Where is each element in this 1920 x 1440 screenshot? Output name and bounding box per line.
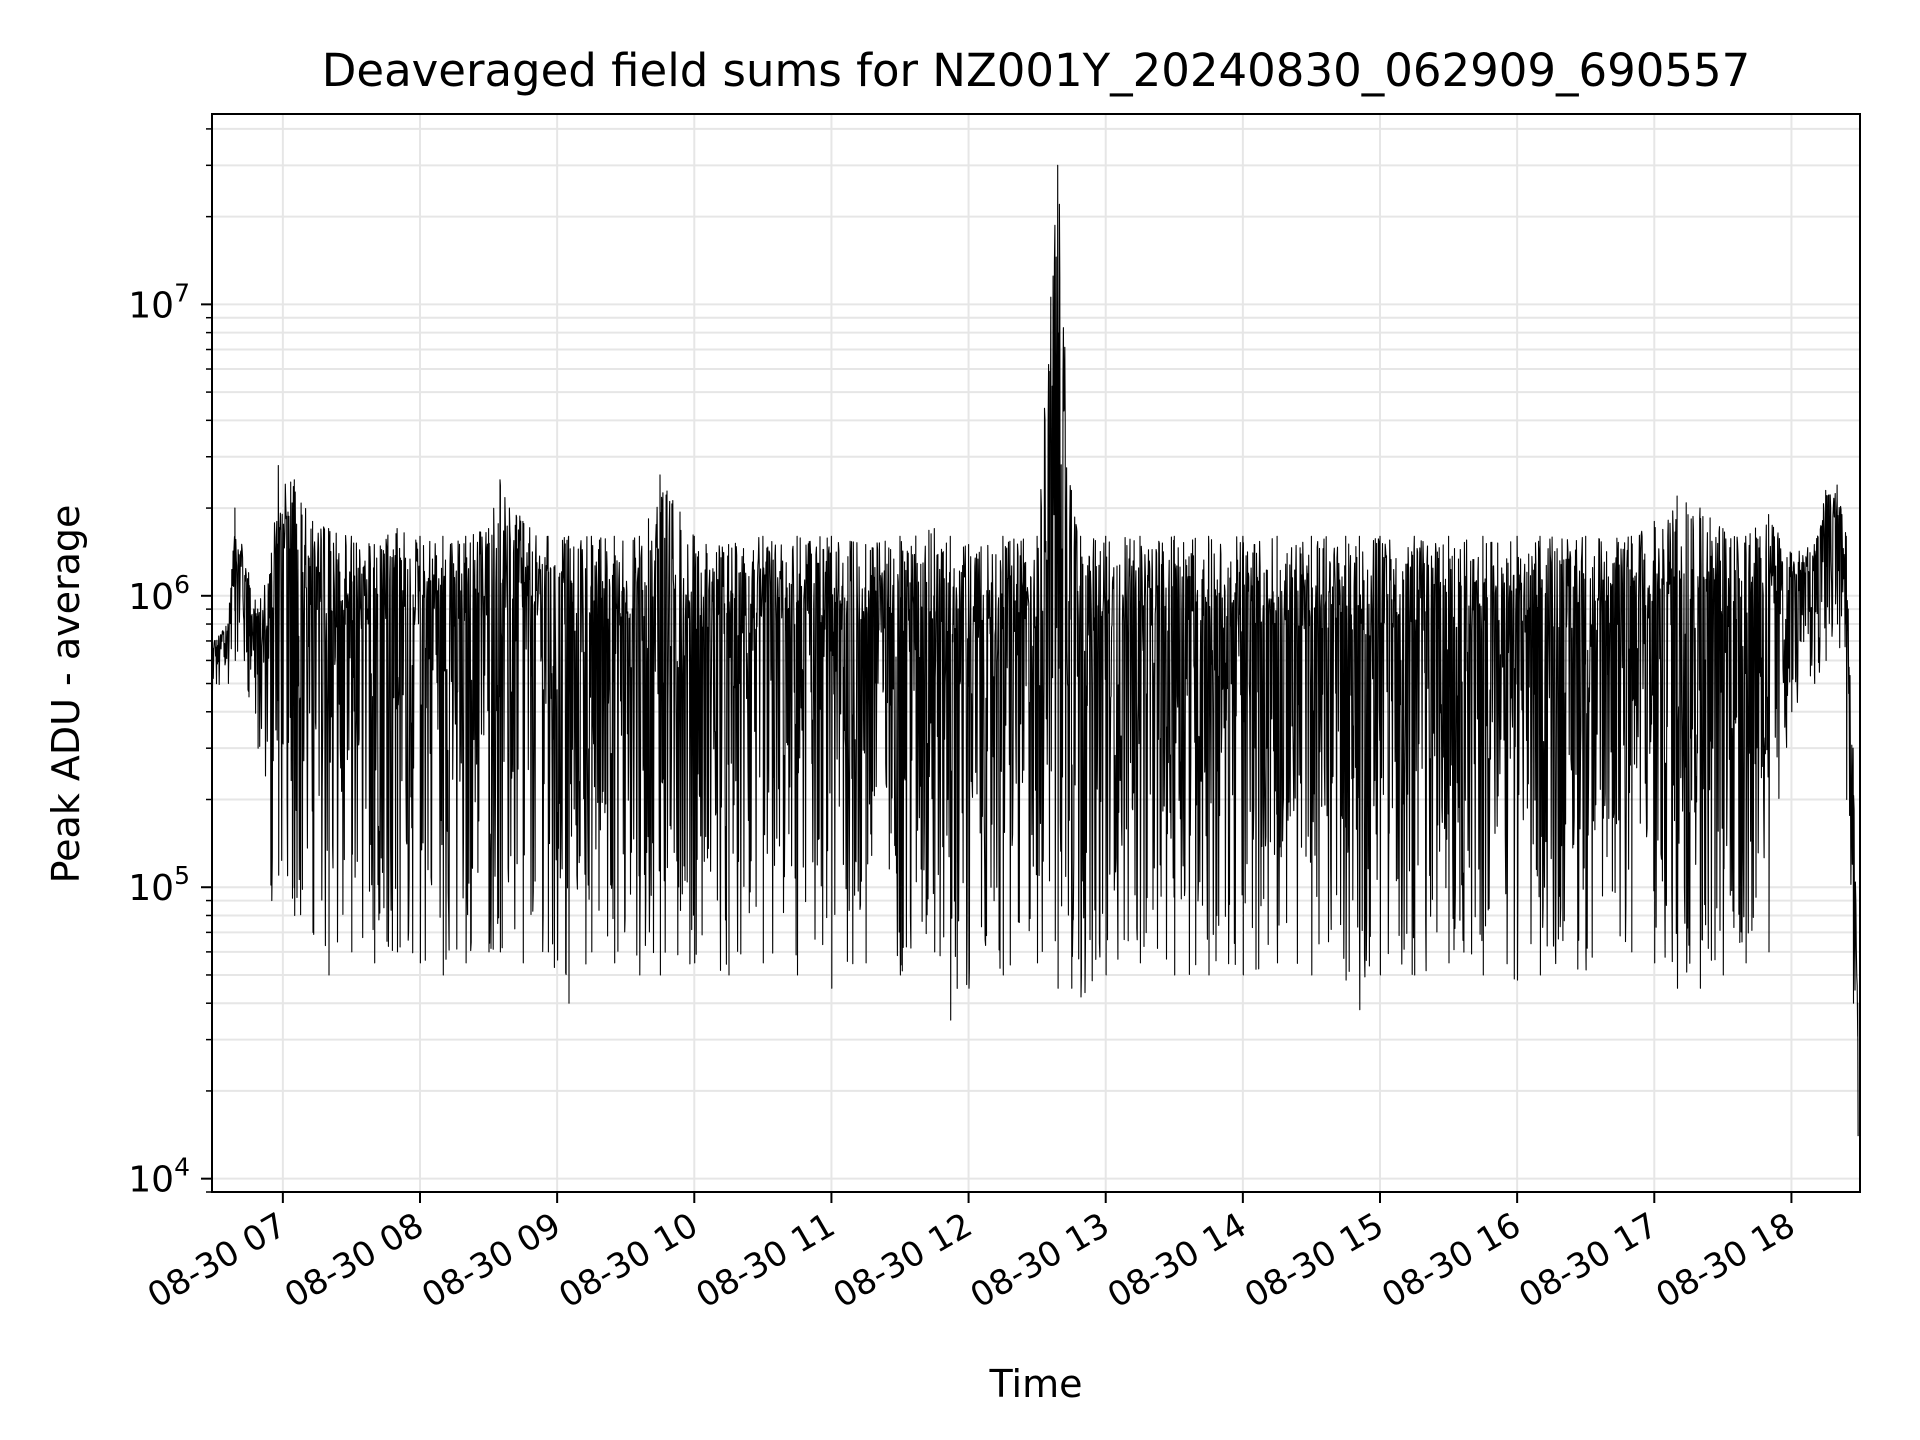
x-axis-label: Time bbox=[989, 1362, 1083, 1406]
chart-title: Deaveraged field sums for NZ001Y_2024083… bbox=[321, 44, 1751, 97]
y-tick-label: 106 bbox=[128, 570, 190, 618]
x-tick-label: 08-30 13 bbox=[964, 1205, 1116, 1316]
plot-area bbox=[211, 164, 1859, 1137]
x-tick-label: 08-30 11 bbox=[690, 1205, 842, 1316]
x-tick-label: 08-30 14 bbox=[1101, 1205, 1253, 1316]
series-line bbox=[211, 164, 1859, 1137]
x-tick-label: 08-30 10 bbox=[552, 1205, 704, 1316]
x-tick-label: 08-30 18 bbox=[1650, 1205, 1802, 1316]
x-tick-label: 08-30 15 bbox=[1238, 1205, 1390, 1316]
x-tick-label: 08-30 08 bbox=[278, 1205, 430, 1316]
x-tick-label: 08-30 17 bbox=[1512, 1205, 1664, 1316]
x-tick-label: 08-30 09 bbox=[415, 1205, 567, 1316]
x-tick-label: 08-30 07 bbox=[141, 1205, 293, 1316]
y-tick-label: 105 bbox=[128, 861, 190, 909]
x-tick-label: 08-30 12 bbox=[827, 1205, 979, 1316]
y-tick-label: 104 bbox=[128, 1153, 190, 1201]
x-tick-label: 08-30 16 bbox=[1375, 1205, 1527, 1316]
y-tick-label: 107 bbox=[128, 278, 190, 326]
plot-frame bbox=[211, 113, 1861, 1193]
